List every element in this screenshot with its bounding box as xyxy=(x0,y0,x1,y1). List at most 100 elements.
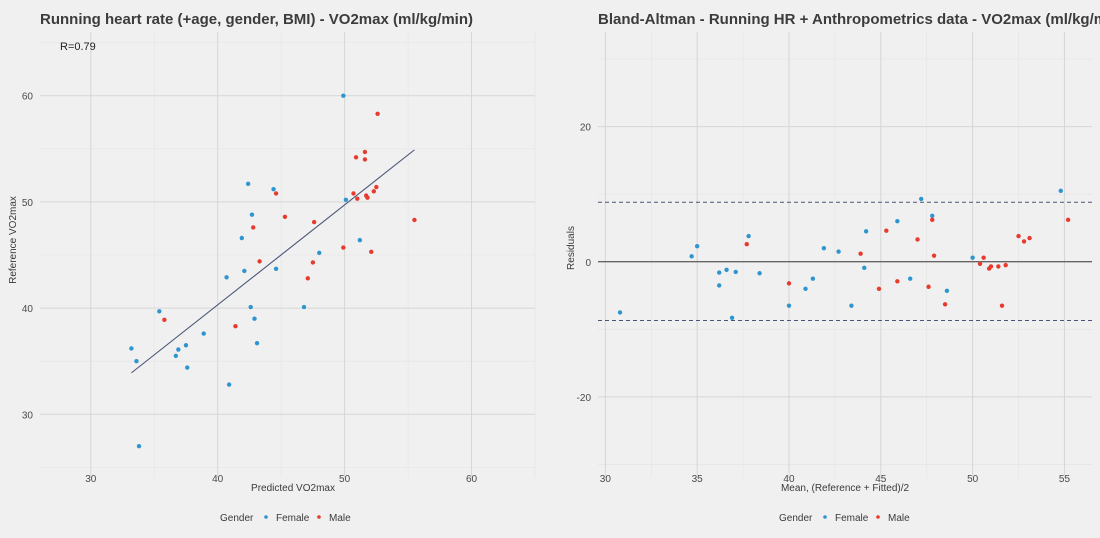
point-male xyxy=(282,214,288,219)
point-female xyxy=(176,347,181,352)
point-female xyxy=(343,197,349,202)
point-female xyxy=(944,288,950,294)
point-male xyxy=(412,217,417,223)
point-female xyxy=(729,315,735,321)
legend-key-male xyxy=(317,515,321,519)
point-female xyxy=(717,283,722,288)
y-tick-label: 50 xyxy=(22,198,34,209)
regression-line xyxy=(131,149,415,374)
x-tick-labels: 30 40 50 60 xyxy=(85,474,477,485)
point-male xyxy=(374,184,379,190)
point-female xyxy=(341,93,346,98)
point-female xyxy=(907,276,913,281)
point-female xyxy=(803,286,808,291)
point-male xyxy=(351,191,356,196)
grid-lines xyxy=(598,32,1092,478)
point-male xyxy=(251,225,256,230)
point-male xyxy=(341,245,346,250)
y-tick-labels: -20 0 20 xyxy=(577,123,592,404)
point-female xyxy=(689,254,694,259)
point-male xyxy=(858,251,863,256)
data-points xyxy=(617,188,1071,321)
point-female xyxy=(129,346,134,351)
point-female xyxy=(245,181,251,187)
point-male xyxy=(1021,239,1027,244)
point-female xyxy=(224,275,229,280)
legend-key-female xyxy=(823,515,827,519)
chart-title: Running heart rate (+age, gender, BMI) -… xyxy=(40,11,473,28)
legend-key-female xyxy=(264,515,268,519)
point-female xyxy=(617,310,623,315)
point-female xyxy=(301,304,307,310)
point-male xyxy=(305,276,311,281)
point-male xyxy=(375,111,380,116)
point-female xyxy=(810,276,816,281)
y-tick-label: 20 xyxy=(580,123,592,134)
point-male xyxy=(744,241,749,247)
x-axis-label: Mean, (Reference + Fitted)/2 xyxy=(781,483,910,494)
reference-lines xyxy=(598,201,1092,322)
point-female xyxy=(273,266,279,272)
y-tick-label: 30 xyxy=(22,410,34,421)
point-male xyxy=(353,155,359,160)
data-points xyxy=(129,93,417,449)
point-female xyxy=(895,219,900,224)
point-male xyxy=(895,279,900,284)
point-female xyxy=(271,186,276,192)
legend-label-female: Female xyxy=(835,513,869,524)
point-male xyxy=(369,249,374,255)
point-male xyxy=(362,157,368,162)
y-tick-label: 40 xyxy=(22,304,34,315)
point-male xyxy=(988,264,994,269)
point-female xyxy=(757,271,762,276)
point-female xyxy=(919,196,924,202)
x-tick-label: 30 xyxy=(600,474,612,485)
point-female xyxy=(226,382,232,387)
legend-title: Gender xyxy=(220,513,254,524)
point-female xyxy=(252,316,257,321)
bland-altman-panel: Bland-Altman - Running HR + Anthropometr… xyxy=(566,11,1100,524)
chart-title: Bland-Altman - Running HR + Anthropometr… xyxy=(598,11,1100,28)
point-male xyxy=(977,261,983,266)
scatter-panel-predicted-vs-reference: Running heart rate (+age, gender, BMI) -… xyxy=(8,11,536,524)
legend-key-male xyxy=(876,515,880,519)
point-male xyxy=(1003,262,1008,268)
point-female xyxy=(836,249,841,254)
point-male xyxy=(915,237,920,242)
point-male xyxy=(371,189,377,194)
point-female xyxy=(249,212,255,217)
x-tick-label: 55 xyxy=(1059,474,1071,485)
point-male xyxy=(926,284,931,289)
x-tick-label: 45 xyxy=(875,474,887,485)
point-female xyxy=(357,237,363,243)
point-female xyxy=(694,244,700,249)
legend-label-male: Male xyxy=(329,513,351,524)
point-female xyxy=(849,303,854,308)
point-male xyxy=(999,303,1005,308)
x-tick-label: 40 xyxy=(212,474,224,485)
point-male xyxy=(162,317,167,322)
y-axis-label: Reference VO2max xyxy=(8,196,19,284)
x-tick-label: 60 xyxy=(466,474,478,485)
point-male xyxy=(311,219,317,225)
point-male xyxy=(931,253,937,258)
point-female xyxy=(239,235,245,241)
point-female xyxy=(862,265,867,271)
x-tick-label: 40 xyxy=(783,474,795,485)
x-axis-label: Predicted VO2max xyxy=(251,483,335,494)
legend: Gender Female Male xyxy=(220,513,351,524)
point-female xyxy=(746,233,751,239)
point-male xyxy=(930,217,935,223)
grid-lines xyxy=(40,32,536,478)
point-female xyxy=(254,340,260,346)
point-male xyxy=(273,191,279,196)
point-female xyxy=(173,353,179,359)
correlation-annotation: R=0.79 xyxy=(60,41,96,53)
point-male xyxy=(786,281,792,286)
point-female xyxy=(733,269,738,275)
point-female xyxy=(248,304,253,310)
reference-lines xyxy=(131,149,415,374)
point-female xyxy=(201,331,206,336)
point-male xyxy=(942,302,948,307)
